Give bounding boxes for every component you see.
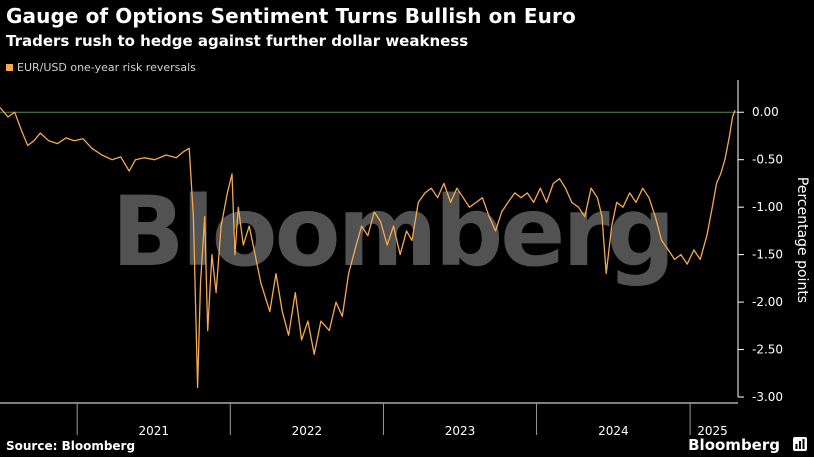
y-tick-label: 0.00 <box>752 105 779 119</box>
series-line-eurusd-risk-reversals <box>0 107 736 389</box>
y-tick-label: -1.00 <box>752 200 783 214</box>
legend-label: EUR/USD one-year risk reversals <box>17 61 196 74</box>
source-note: Source: Bloomberg <box>6 439 136 453</box>
legend: EUR/USD one-year risk reversals <box>6 61 196 74</box>
x-tick-label: 2023 <box>445 424 476 438</box>
y-tick-label: -3.00 <box>752 390 783 404</box>
y-axis-label: Percentage points <box>794 177 810 303</box>
y-tick-label: -2.50 <box>752 343 783 357</box>
chart-title: Gauge of Options Sentiment Turns Bullish… <box>6 4 576 28</box>
y-tick-label: -1.50 <box>752 248 783 262</box>
x-tick-label: 2022 <box>292 424 323 438</box>
y-tick-label: -0.50 <box>752 153 783 167</box>
brand-logo-text: Bloomberg <box>688 436 780 454</box>
x-tick-label: 2025 <box>697 424 728 438</box>
chart-subtitle: Traders rush to hedge against further do… <box>6 32 469 50</box>
x-tick-label: 2021 <box>138 424 169 438</box>
y-tick-label: -2.00 <box>752 295 783 309</box>
bar-chart-icon <box>793 437 807 451</box>
legend-swatch <box>6 64 13 71</box>
x-tick-label: 2024 <box>598 424 629 438</box>
